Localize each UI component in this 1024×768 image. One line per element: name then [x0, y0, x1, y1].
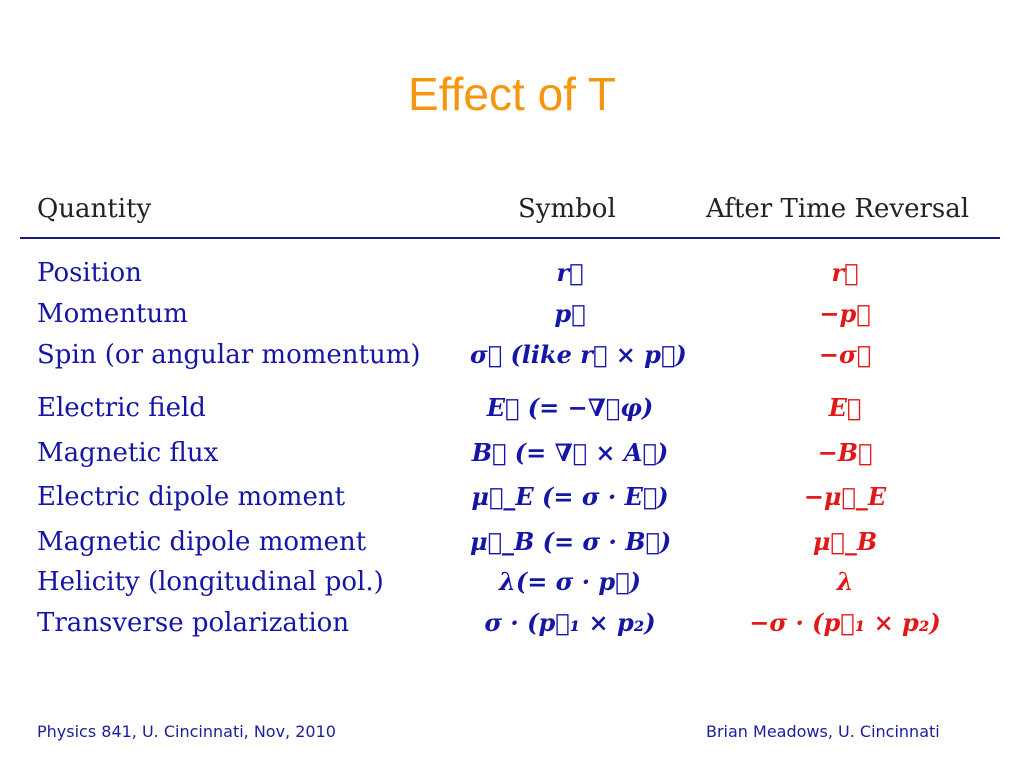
after-reversal-cell: −B⃗ — [817, 438, 873, 467]
after-reversal-cell: r⃗ — [831, 258, 859, 287]
table-row: Magnetic flux B⃗ (= ∇⃗ × A⃗) −B⃗ — [0, 433, 1024, 473]
quantity-cell: Electric field — [37, 393, 206, 423]
after-reversal-cell: −p⃗ — [819, 299, 871, 328]
quantity-cell: Electric dipole moment — [37, 482, 346, 512]
symbol-cell: σ⃗ (like r⃗ × p⃗) — [470, 340, 687, 369]
table-row: Position r⃗ r⃗ — [0, 253, 1024, 293]
after-reversal-cell: −σ⃗ — [818, 340, 872, 369]
table-row: Helicity (longitudinal pol.) λ(= σ · p⃗)… — [0, 562, 1024, 602]
after-reversal-cell: μ⃗_B — [812, 527, 878, 556]
header-divider — [20, 237, 1000, 239]
header-symbol: Symbol — [518, 194, 616, 224]
symbol-cell: μ⃗_E (= σ · E⃗) — [471, 482, 669, 511]
symbol-cell: E⃗ (= −∇⃗φ) — [486, 393, 654, 422]
after-reversal-cell: −μ⃗_E — [803, 482, 887, 511]
table-row: Electric field E⃗ (= −∇⃗φ) E⃗ — [0, 388, 1024, 428]
quantity-cell: Transverse polarization — [37, 608, 350, 638]
symbol-cell: μ⃗_B (= σ · B⃗) — [470, 527, 672, 556]
quantity-cell: Magnetic dipole moment — [37, 527, 367, 557]
header-after-time-reversal: After Time Reversal — [706, 194, 970, 224]
footer-left: Physics 841, U. Cincinnati, Nov, 2010 — [37, 722, 336, 741]
quantity-cell: Magnetic flux — [37, 438, 219, 468]
table-row: Transverse polarization σ · (p⃗₁ × p₂) −… — [0, 603, 1024, 643]
after-reversal-cell: λ — [836, 567, 854, 596]
quantity-cell: Helicity (longitudinal pol.) — [37, 567, 384, 597]
symbol-cell: p⃗ — [554, 299, 586, 328]
symbol-cell: σ · (p⃗₁ × p₂) — [484, 608, 656, 637]
header-quantity: Quantity — [37, 194, 152, 224]
footer-right: Brian Meadows, U. Cincinnati — [706, 722, 940, 741]
after-reversal-cell: E⃗ — [828, 393, 862, 422]
quantity-cell: Spin (or angular momentum) — [37, 340, 421, 370]
table-row: Magnetic dipole moment μ⃗_B (= σ · B⃗) μ… — [0, 522, 1024, 562]
table-row: Spin (or angular momentum) σ⃗ (like r⃗ ×… — [0, 335, 1024, 375]
after-reversal-cell: −σ · (p⃗₁ × p₂) — [749, 608, 941, 637]
table-row: Electric dipole moment μ⃗_E (= σ · E⃗) −… — [0, 477, 1024, 517]
table-row: Momentum p⃗ −p⃗ — [0, 294, 1024, 334]
symbol-cell: B⃗ (= ∇⃗ × A⃗) — [471, 438, 669, 467]
symbol-cell: r⃗ — [556, 258, 584, 287]
slide-title: Effect of T — [408, 68, 616, 120]
quantity-cell: Position — [37, 258, 142, 288]
quantity-cell: Momentum — [37, 299, 188, 329]
symbol-cell: λ(= σ · p⃗) — [499, 567, 641, 596]
